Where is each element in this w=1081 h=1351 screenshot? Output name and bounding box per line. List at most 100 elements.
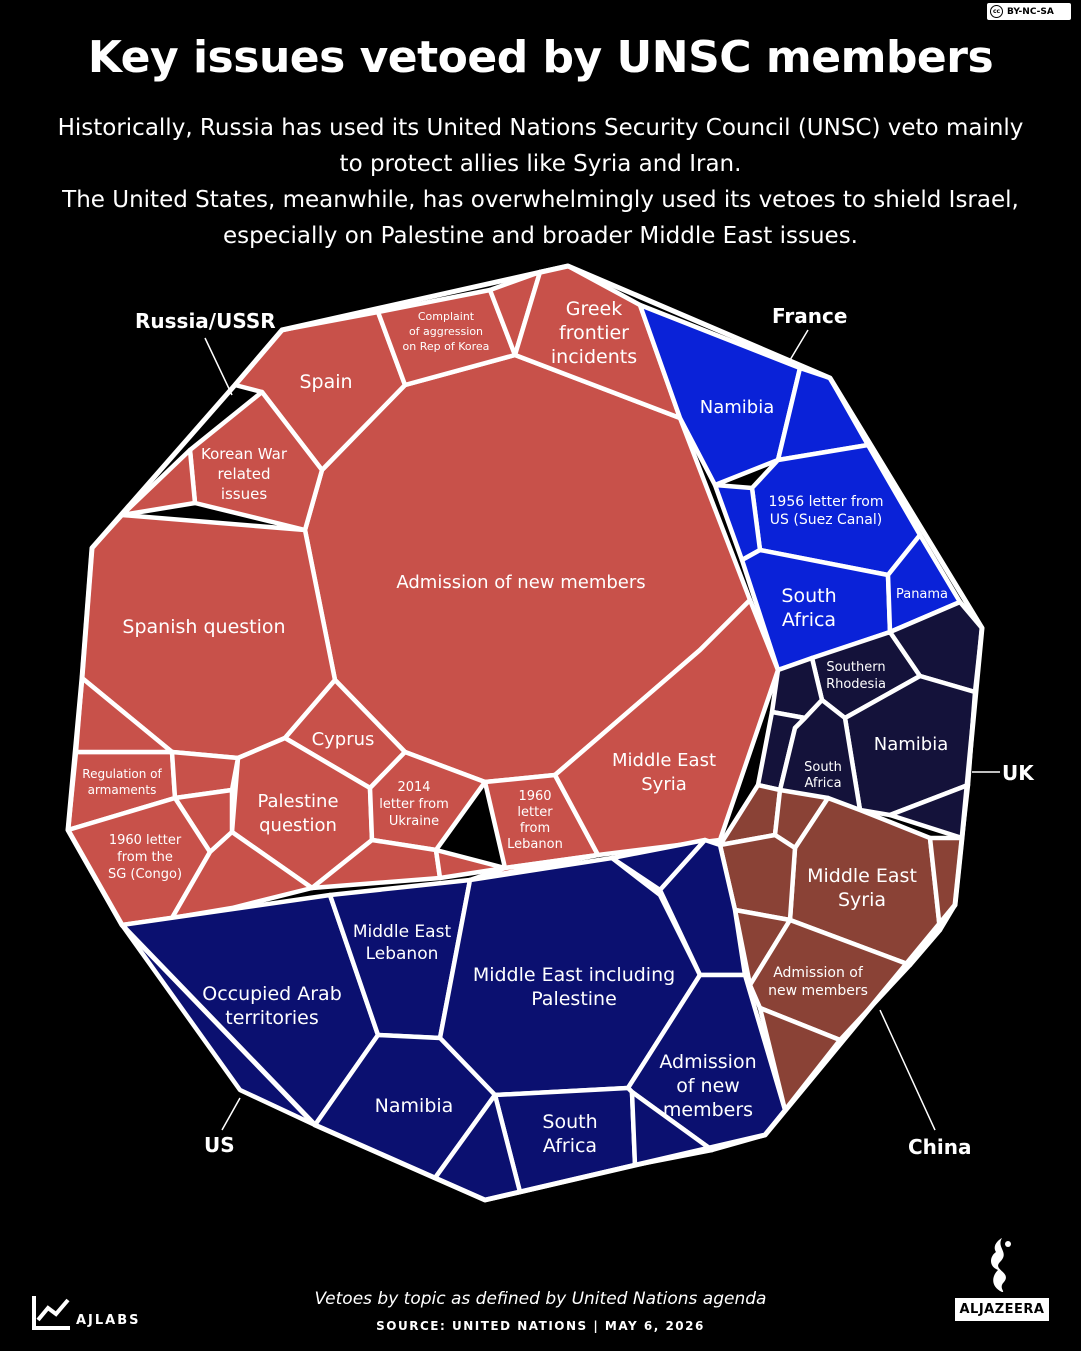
- cell-label-russia-korean: Korean War related issues: [201, 445, 288, 503]
- cell-label-china-syria: Middle East Syria: [807, 865, 917, 911]
- cell-label-russia-congo: 1960 letter from the SG (Congo): [108, 833, 182, 882]
- cell-label-line: territories: [225, 1007, 318, 1029]
- creative-commons-icon: cc: [990, 5, 1003, 18]
- cell-label-france-southafrica: South Africa: [781, 585, 836, 631]
- cell-label-line: Africa: [543, 1135, 597, 1157]
- cell-label-line: South: [804, 760, 842, 775]
- cell-label-line: Spanish question: [122, 616, 285, 638]
- ajlabs-logo: AJLABS: [32, 1296, 141, 1330]
- cell-label-russia-spain: Spain: [299, 371, 352, 393]
- country-label-china: China: [908, 1135, 972, 1159]
- cell-label-russia-palestine: Palestine question: [257, 791, 338, 836]
- cell-label-line: Regulation of: [82, 767, 162, 781]
- leader-china: [879, 1009, 936, 1131]
- cell-label-line: letter from: [379, 797, 449, 812]
- license-badge: cc BY-NC-SA: [987, 3, 1071, 20]
- subtitle: Historically, Russia has used its United…: [20, 110, 1061, 254]
- cell-russia-small-h: [433, 847, 508, 881]
- ajlabs-text: AJLABS: [76, 1313, 141, 1328]
- cell-label-line: Syria: [838, 889, 886, 911]
- cell-label-uk-rhodesia: Southern Rhodesia: [826, 660, 886, 692]
- cell-label-line: letter: [517, 805, 553, 820]
- cell-label-russia-ukraine: 2014 letter from Ukraine: [379, 780, 449, 829]
- cell-label-line: US (Suez Canal): [770, 512, 882, 528]
- cell-label-russia-lebanon: 1960 letter from Lebanon: [507, 789, 563, 852]
- cell-label-line: Panama: [896, 587, 948, 602]
- cell-label-line: Ukraine: [389, 814, 439, 829]
- license-text: BY-NC-SA: [1007, 6, 1054, 17]
- cell-label-us-palestine: Middle East including Palestine: [473, 964, 675, 1010]
- subtitle-line-2: to protect allies like Syria and Iran.: [339, 151, 742, 177]
- subtitle-line-1: Historically, Russia has used its United…: [57, 115, 1024, 141]
- cell-label-line: Rhodesia: [826, 677, 886, 692]
- aljazeera-logo: ALJAZEERA: [955, 1236, 1049, 1321]
- cell-label-france-panama: Panama: [896, 587, 948, 602]
- cell-label-line: Korean War: [201, 445, 288, 463]
- cell-label-uk-southafrica: South Africa: [804, 760, 842, 791]
- cell-label-us-occupied: Occupied Arab territories: [202, 983, 342, 1029]
- cell-label-line: Greek: [566, 298, 623, 320]
- cell-label-france-namibia: Namibia: [700, 397, 775, 418]
- aljazeera-badge: ALJAZEERA: [955, 1298, 1049, 1321]
- cell-label-russia-cyprus: Cyprus: [312, 729, 375, 750]
- cell-label-line: Admission of: [773, 965, 864, 981]
- country-label-uk: UK: [1002, 761, 1035, 785]
- cell-label-line: 2014: [397, 780, 430, 795]
- cell-label-russia-regulation: Regulation of armaments: [82, 767, 162, 797]
- cell-label-russia-greek: Greek frontier incidents: [551, 298, 637, 368]
- cell-label-russia-admission: Admission of new members: [396, 572, 645, 593]
- country-label-us: US: [204, 1133, 235, 1157]
- cell-label-line: 1960 letter: [109, 833, 182, 848]
- cell-label-line: Middle East: [807, 865, 917, 887]
- cell-label-uk-namibia: Namibia: [874, 734, 949, 755]
- cell-label-line: frontier: [559, 322, 629, 344]
- cell-label-us-admission: Admission of new members: [659, 1051, 756, 1121]
- cell-label-line: question: [259, 815, 337, 836]
- cell-label-line: related: [217, 465, 270, 483]
- cell-label-line: Namibia: [700, 397, 775, 418]
- cell-russia-korean: [187, 389, 325, 533]
- leader-us: [221, 1097, 241, 1131]
- country-label-russia: Russia/USSR: [135, 309, 276, 333]
- cell-label-line: members: [663, 1099, 753, 1121]
- chart-logo-icon: [32, 1296, 70, 1330]
- cell-label-line: 1960: [518, 789, 551, 804]
- cell-label-line: incidents: [551, 346, 637, 368]
- cell-russia-small-a: [119, 447, 198, 518]
- subtitle-line-3: The United States, meanwhile, has overwh…: [62, 187, 1019, 213]
- cell-label-line: SG (Congo): [108, 867, 182, 882]
- country-label-france: France: [772, 304, 847, 328]
- cell-label-line: Middle East including: [473, 964, 675, 986]
- cell-label-line: Southern: [826, 660, 885, 675]
- cell-label-russia-complaint: Complaint of aggression on Rep of Korea: [403, 310, 490, 353]
- cell-label-line: Middle East: [353, 922, 452, 942]
- cell-label-line: Occupied Arab: [202, 983, 342, 1005]
- cell-label-line: armaments: [88, 783, 157, 797]
- decagon-outline: [65, 263, 985, 1203]
- cell-label-us-lebanon: Middle East Lebanon: [353, 922, 452, 964]
- cell-label-line: Admission: [659, 1051, 756, 1073]
- page-title: Key issues vetoed by UNSC members: [87, 32, 994, 83]
- cell-label-line: Complaint: [418, 310, 475, 323]
- cell-label-line: Africa: [782, 609, 836, 631]
- cell-label-line: Palestine: [257, 791, 338, 812]
- aljazeera-emblem-icon: [982, 1236, 1022, 1294]
- cell-label-line: Palestine: [531, 988, 617, 1010]
- cell-label-line: from the: [117, 850, 173, 865]
- cell-label-line: Africa: [804, 776, 841, 791]
- cell-label-us-namibia: Namibia: [375, 1095, 454, 1117]
- cell-label-line: Admission of new members: [396, 572, 645, 593]
- cell-label-line: of aggression: [409, 325, 483, 338]
- cell-label-line: Namibia: [874, 734, 949, 755]
- cell-label-russia-syria: Middle East Syria: [612, 750, 716, 795]
- cell-label-line: South: [542, 1111, 597, 1133]
- cell-label-line: new members: [768, 983, 868, 999]
- cell-label-line: Spain: [299, 371, 352, 393]
- cell-label-line: Middle East: [612, 750, 716, 771]
- cell-label-line: Syria: [641, 774, 687, 795]
- cell-label-line: of new: [676, 1075, 740, 1097]
- leader-france: [789, 329, 809, 361]
- cell-label-line: on Rep of Korea: [403, 340, 490, 353]
- cell-label-line: South: [781, 585, 836, 607]
